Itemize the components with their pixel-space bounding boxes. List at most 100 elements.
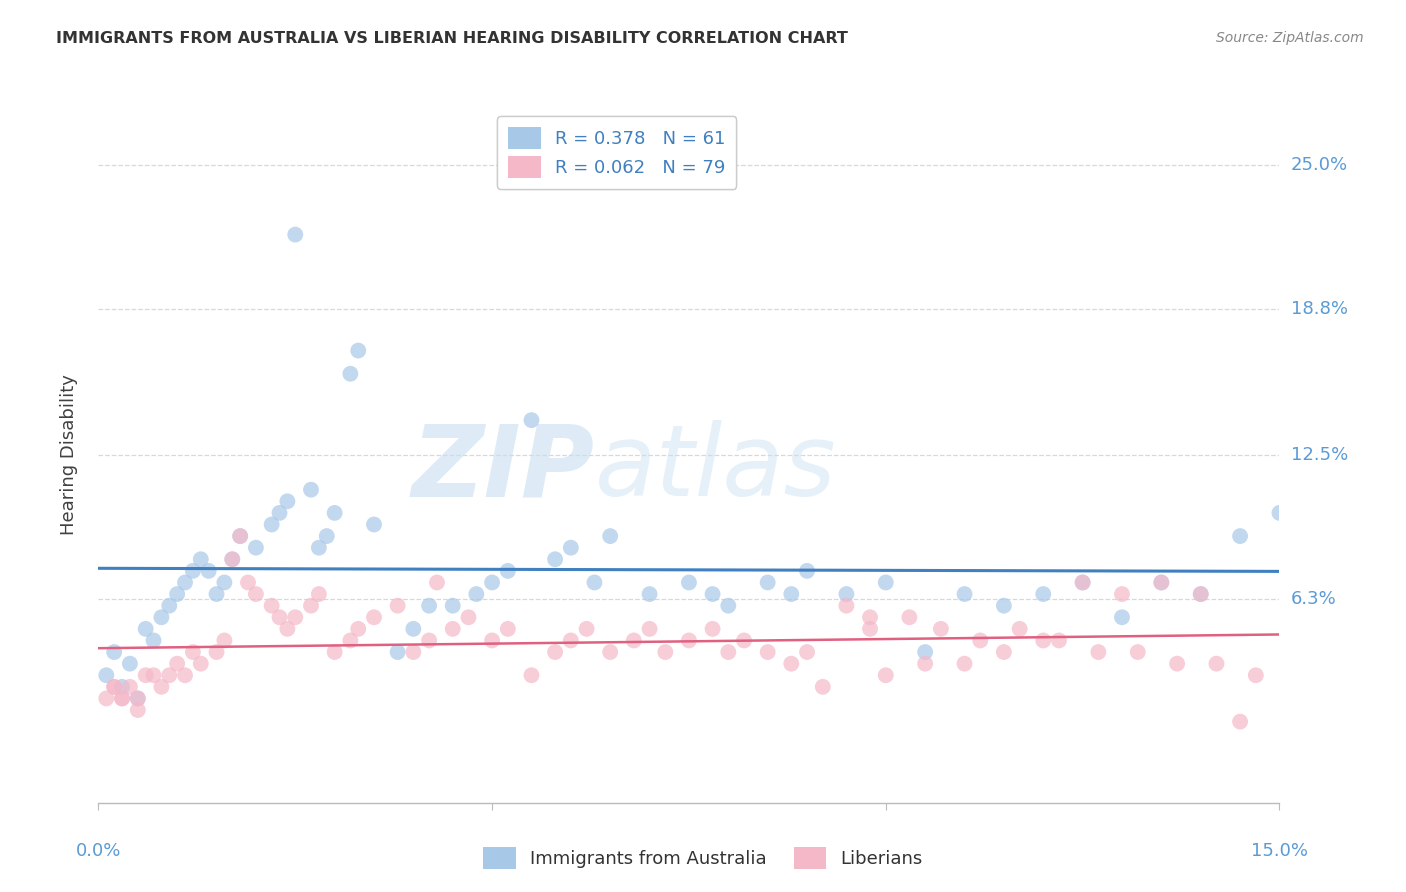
Point (166, 587, 188, 601)
Point (135, 622, 157, 636)
Point (993, 599, 1015, 613)
Point (575, 622, 598, 636)
Point (426, 575, 449, 590)
Point (1244, 668, 1267, 682)
Point (717, 645, 740, 659)
Point (418, 633, 440, 648)
Point (157, 599, 180, 613)
Point (284, 227, 307, 242)
Point (142, 633, 165, 648)
Point (859, 622, 882, 636)
Point (457, 610, 479, 624)
Point (914, 645, 936, 659)
Point (150, 610, 173, 624)
Point (118, 657, 141, 671)
Point (953, 657, 976, 671)
Point (276, 494, 298, 508)
Point (181, 564, 204, 578)
Point (205, 645, 228, 659)
Text: 18.8%: 18.8% (1291, 300, 1347, 318)
Point (150, 680, 173, 694)
Point (678, 633, 700, 648)
Point (914, 657, 936, 671)
Point (1047, 633, 1070, 648)
Point (898, 610, 921, 624)
Text: atlas: atlas (595, 420, 837, 517)
Point (780, 587, 803, 601)
Point (481, 575, 503, 590)
Text: 15.0%: 15.0% (1251, 842, 1308, 860)
Point (111, 680, 134, 694)
Point (544, 552, 567, 566)
Legend: Immigrants from Australia, Liberians: Immigrants from Australia, Liberians (474, 838, 932, 879)
Point (796, 564, 818, 578)
Point (1150, 575, 1173, 590)
Point (323, 645, 346, 659)
Point (276, 622, 298, 636)
Point (387, 599, 409, 613)
Point (560, 633, 582, 648)
Point (299, 599, 322, 613)
Point (1150, 575, 1173, 590)
Point (127, 691, 149, 706)
Point (481, 633, 503, 648)
Point (702, 587, 724, 601)
Text: ZIP: ZIP (412, 420, 595, 517)
Point (929, 622, 952, 636)
Point (969, 633, 991, 648)
Point (1268, 506, 1291, 520)
Point (339, 633, 361, 648)
Legend: R = 0.378   N = 61, R = 0.062   N = 79: R = 0.378 N = 61, R = 0.062 N = 79 (498, 116, 737, 189)
Point (1071, 575, 1094, 590)
Point (111, 691, 134, 706)
Point (315, 529, 337, 543)
Text: 12.5%: 12.5% (1291, 446, 1348, 464)
Point (269, 610, 291, 624)
Point (1205, 657, 1227, 671)
Point (214, 575, 236, 590)
Point (214, 633, 236, 648)
Point (245, 587, 267, 601)
Point (174, 668, 197, 682)
Point (811, 680, 834, 694)
Point (796, 645, 818, 659)
Point (245, 541, 267, 555)
Point (717, 599, 740, 613)
Point (402, 622, 425, 636)
Point (127, 703, 149, 717)
Point (1166, 657, 1188, 671)
Point (229, 529, 252, 543)
Point (103, 680, 125, 694)
Point (441, 599, 464, 613)
Point (190, 552, 212, 566)
Point (560, 541, 582, 555)
Point (1111, 587, 1133, 601)
Point (347, 622, 370, 636)
Point (599, 645, 621, 659)
Point (835, 587, 858, 601)
Point (339, 367, 361, 381)
Point (583, 575, 606, 590)
Point (229, 529, 252, 543)
Point (702, 622, 724, 636)
Point (402, 645, 425, 659)
Point (520, 413, 543, 427)
Point (174, 575, 197, 590)
Point (284, 610, 307, 624)
Point (127, 691, 149, 706)
Point (269, 506, 291, 520)
Y-axis label: Hearing Disability: Hearing Disability (59, 375, 77, 535)
Point (221, 552, 243, 566)
Point (299, 483, 322, 497)
Point (205, 587, 228, 601)
Point (756, 645, 779, 659)
Point (118, 680, 141, 694)
Point (363, 517, 385, 532)
Point (1071, 575, 1094, 590)
Point (1111, 610, 1133, 624)
Point (103, 680, 125, 694)
Point (221, 552, 243, 566)
Point (993, 645, 1015, 659)
Point (347, 343, 370, 358)
Point (1229, 529, 1251, 543)
